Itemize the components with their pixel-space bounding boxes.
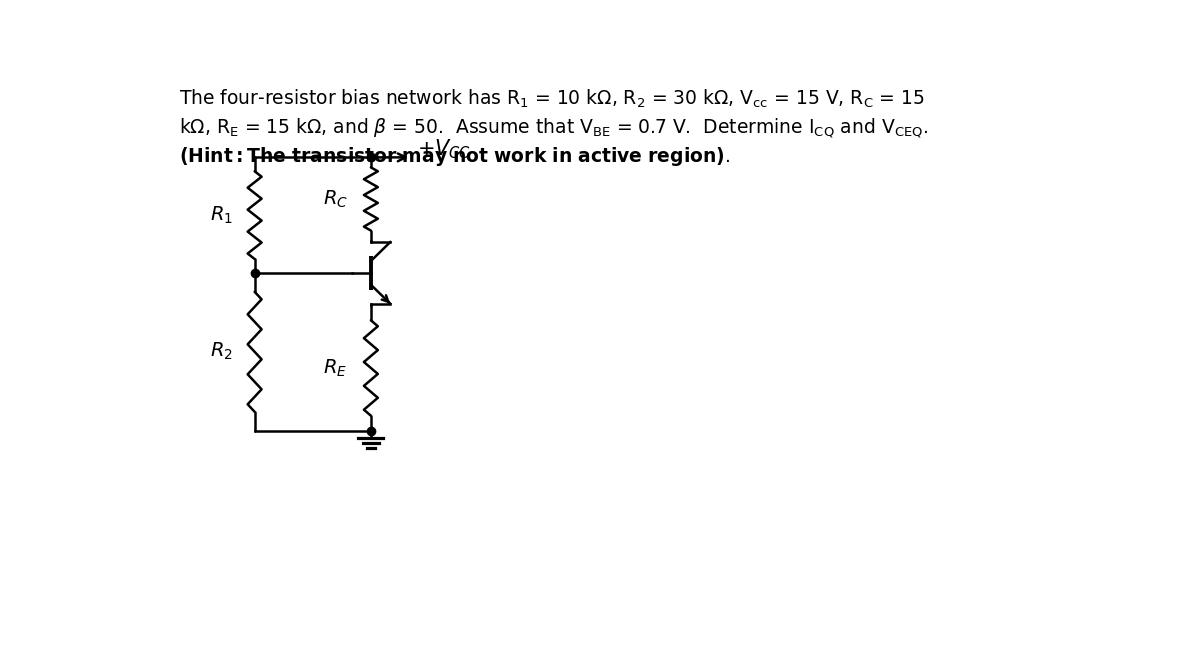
Text: $R_E$: $R_E$ xyxy=(324,357,348,378)
Text: $R_C$: $R_C$ xyxy=(323,189,348,210)
Text: k$\Omega$, R$_\mathrm{E}$ = 15 k$\Omega$, and $\beta$ = 50.  Assume that V$_{\ma: k$\Omega$, R$_\mathrm{E}$ = 15 k$\Omega$… xyxy=(180,116,929,140)
Text: The four-resistor bias network has R$_1$ = 10 k$\Omega$, R$_2$ = 30 k$\Omega$, V: The four-resistor bias network has R$_1$… xyxy=(180,88,925,110)
Text: $R_1$: $R_1$ xyxy=(210,204,233,226)
Text: $R_2$: $R_2$ xyxy=(210,341,233,363)
Text: $+V_{CC}$: $+V_{CC}$ xyxy=(416,138,470,162)
Text: $\bf{(Hint: The\ transistor\ may\ not\ work\ in\ active\ region)}$.: $\bf{(Hint: The\ transistor\ may\ not\ w… xyxy=(180,145,731,168)
